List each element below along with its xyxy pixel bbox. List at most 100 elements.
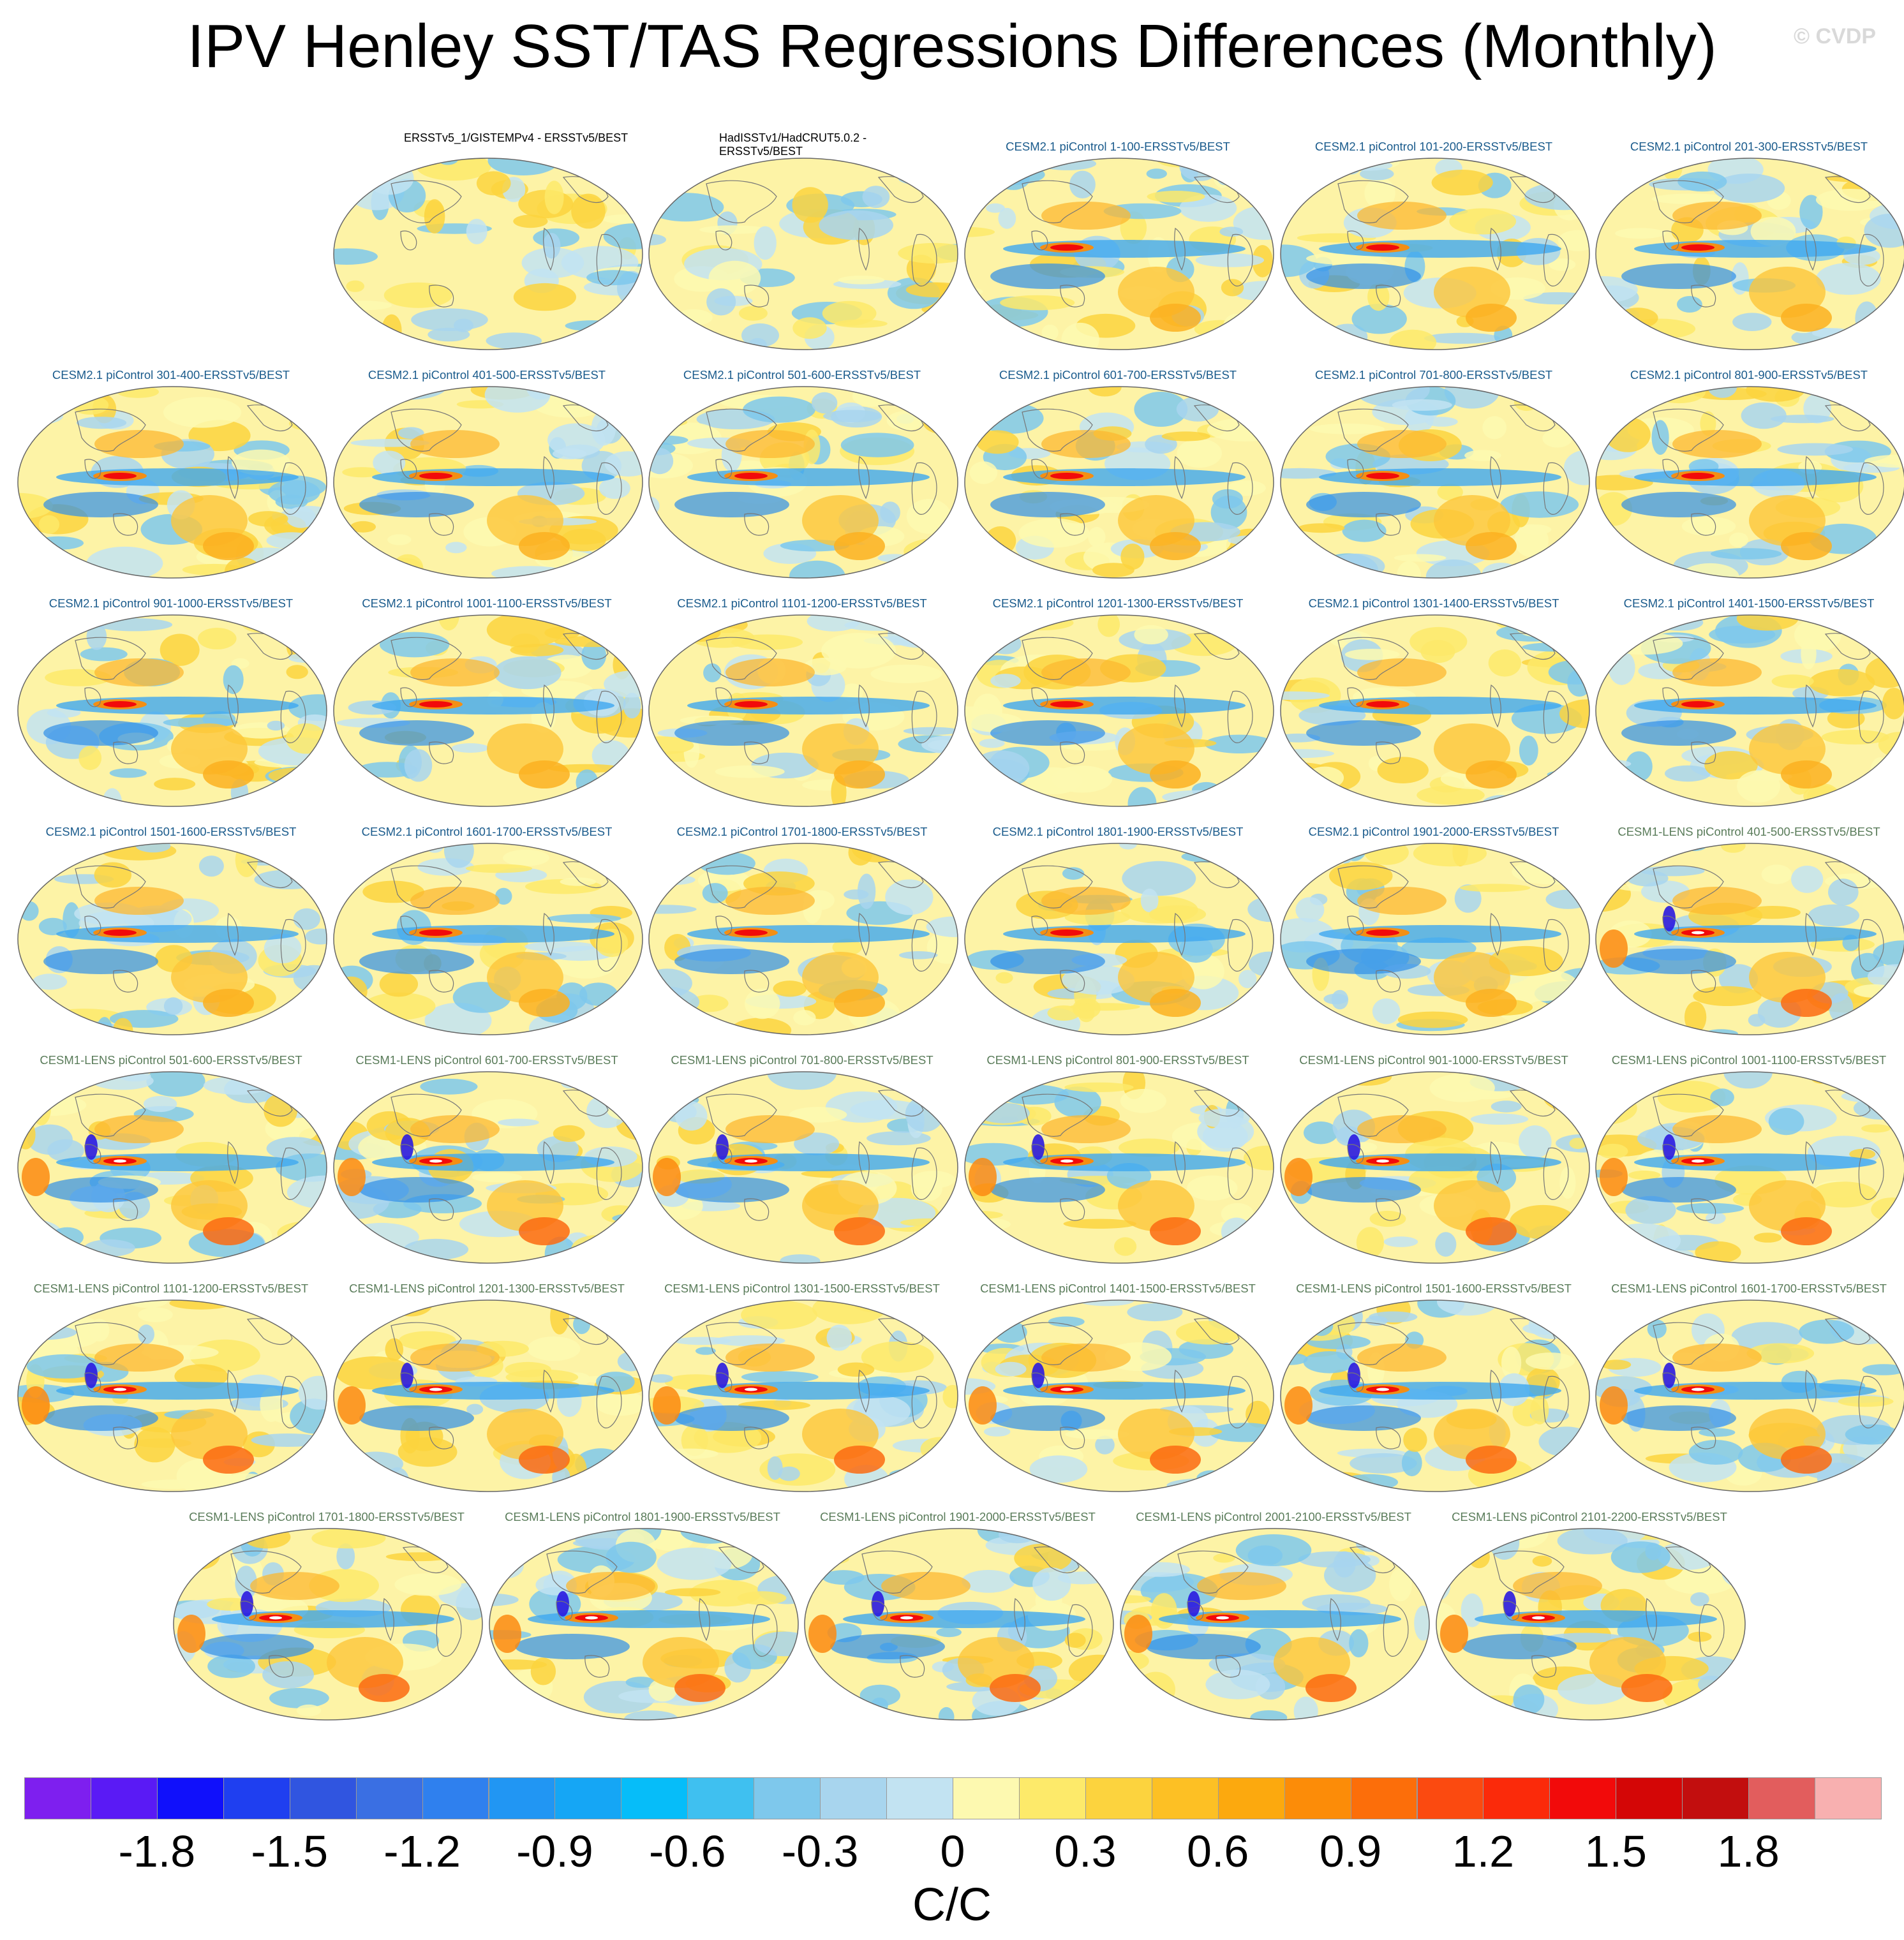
coastline (113, 741, 138, 764)
map-panel: CESM1-LENS piControl 401-500-ERSSTv5/BES… (1589, 820, 1904, 1037)
southern-warm-core (519, 1446, 570, 1474)
map-border (1280, 614, 1590, 807)
anomaly-patch (942, 158, 958, 179)
coastline (1347, 459, 1364, 479)
indian-ocean-cool-patch (990, 949, 1105, 974)
map-border (1595, 1071, 1904, 1264)
anomaly-patch (885, 879, 933, 915)
anomaly-patch (978, 403, 1044, 434)
north-pacific-warm-patch (1357, 202, 1447, 230)
anomaly-patch (995, 972, 1013, 984)
map-border (1595, 386, 1904, 579)
coastline (1691, 1426, 1716, 1449)
west-edge-warm-patch (1600, 1158, 1628, 1196)
anomaly-patch (513, 214, 548, 228)
equatorial-cool-band (1634, 468, 1877, 486)
anomaly-patch (335, 976, 368, 1006)
indian-ocean-cool-patch (199, 1634, 314, 1659)
anomaly-patch (1280, 778, 1311, 807)
anomaly-patch (524, 941, 596, 952)
warm-core-center (1532, 1616, 1545, 1620)
map-border (17, 614, 327, 807)
north-pacific-warm-patch (94, 430, 184, 458)
anomaly-patch (1198, 1108, 1250, 1128)
coastline (715, 1144, 733, 1164)
southern-warm-core (1781, 532, 1832, 560)
coastline (1691, 285, 1716, 307)
anomaly-patch (1219, 226, 1244, 237)
anomaly-patch (604, 670, 643, 698)
map-panel-grid: ERSSTv5_1/GISTEMPv4 - ERSSTv5/BEST HadISS… (11, 131, 1904, 1721)
southern-warm-core (834, 1217, 885, 1245)
anomaly-patch (840, 433, 914, 457)
anomaly-patch (657, 1547, 732, 1580)
anomaly-patch (586, 270, 641, 286)
anomaly-patch (1228, 1071, 1249, 1097)
coastline (752, 1604, 778, 1657)
anomaly-patch (1372, 998, 1401, 1025)
anomaly-patch (1309, 423, 1385, 434)
anomaly-patch (964, 1338, 981, 1356)
maritime-continent-cool-core (241, 1591, 253, 1617)
anomaly-patch (1420, 640, 1455, 663)
anomaly-patch (1559, 699, 1590, 729)
panel-title: CESM2.1 piControl 1501-1600-ERSSTv5/BEST (45, 825, 297, 838)
anomaly-patch (579, 982, 618, 1006)
anomaly-patch (1816, 263, 1881, 295)
anomaly-patch (264, 933, 302, 963)
anomaly-patch (778, 1466, 800, 1481)
anomaly-patch (333, 248, 378, 265)
anomaly-patch (1513, 1684, 1545, 1715)
north-pacific-warm-patch (410, 658, 500, 686)
panel-title: CESM2.1 piControl 1801-1900-ERSSTv5/BEST (992, 825, 1244, 838)
north-pacific-warm-patch (1041, 1344, 1131, 1372)
coastline (1646, 1597, 1657, 1641)
anomaly-patch (1130, 1562, 1190, 1577)
indian-ocean-cool-patch (359, 1405, 474, 1431)
map-panel: CESM1-LENS piControl 1101-1200-ERSSTv5/B… (11, 1277, 331, 1494)
anomaly-patch (979, 739, 1005, 748)
warm-core-inner (103, 473, 137, 479)
north-pacific-warm-patch (725, 658, 815, 686)
coastline (1067, 1604, 1093, 1657)
coastline (1060, 741, 1085, 764)
coastline (706, 637, 777, 680)
north-pacific-warm-patch (1672, 202, 1762, 230)
anomaly-patch (1120, 1088, 1166, 1113)
anomaly-patch (600, 325, 643, 338)
coastline (1531, 1655, 1557, 1678)
north-pacific-warm-patch (1672, 1115, 1762, 1143)
anomaly-patch (1162, 790, 1233, 804)
map-border (489, 1528, 799, 1721)
anomaly-patch (837, 1362, 875, 1377)
anomaly-patch (1396, 561, 1422, 579)
north-pacific-warm-patch (1357, 887, 1447, 915)
map-panel: CESM2.1 piControl 1201-1300-ERSSTv5/BEST (958, 592, 1277, 809)
anomaly-patch (1815, 189, 1885, 211)
southern-warm-core (1466, 1217, 1517, 1245)
anomaly-patch (1122, 861, 1196, 896)
indian-ocean-cool-patch (43, 492, 158, 517)
coastline (1227, 919, 1253, 972)
anomaly-patch (767, 1071, 837, 1090)
warm-core-inner (1050, 473, 1083, 479)
warm-core-inner (734, 701, 768, 707)
anomaly-patch (398, 427, 424, 440)
anomaly-patch (493, 656, 562, 690)
coastline (1376, 970, 1401, 993)
colorbar-tick-label: -1.5 (251, 1826, 329, 1876)
coastline (1858, 233, 1884, 286)
indian-ocean-cool-patch (1306, 720, 1421, 746)
coastline (871, 1601, 888, 1621)
anomaly-patch (1223, 313, 1250, 339)
coastline (1653, 865, 1724, 908)
anomaly-patch (1625, 1196, 1676, 1224)
coastline (1543, 919, 1569, 972)
anomaly-patch (1305, 1243, 1347, 1264)
north-pacific-warm-patch (94, 658, 184, 686)
anomaly-patch (1464, 450, 1501, 461)
anomaly-patch (1595, 779, 1620, 803)
anomaly-patch (96, 618, 173, 632)
anomaly-patch (1528, 386, 1572, 403)
world-map (1595, 1300, 1904, 1492)
